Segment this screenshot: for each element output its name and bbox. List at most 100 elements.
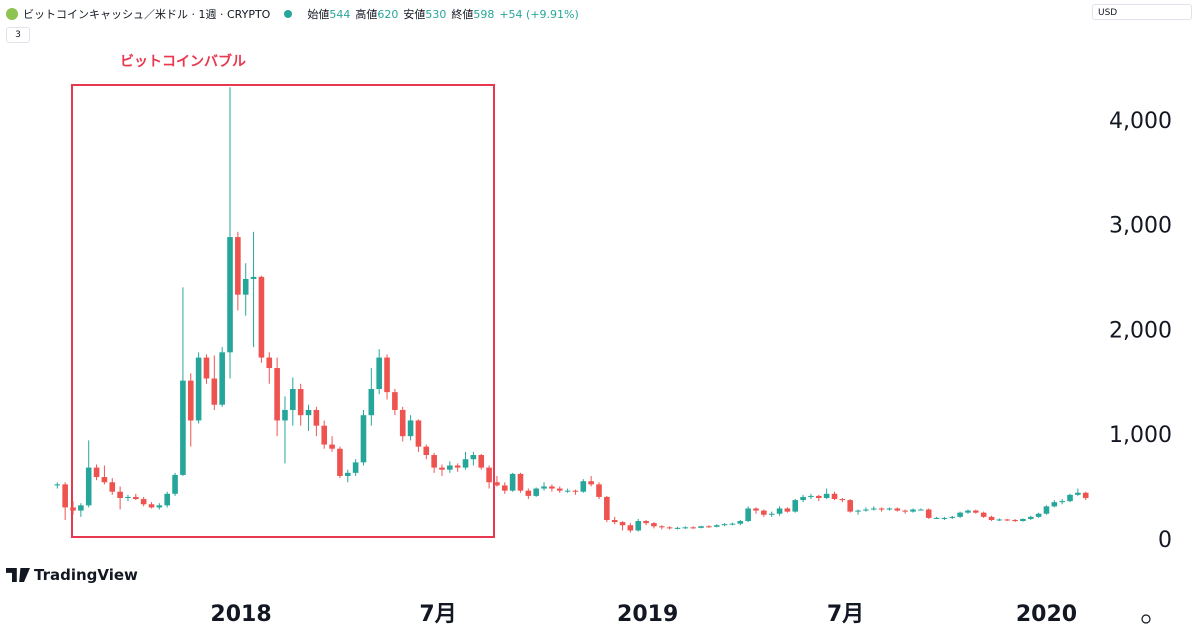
candle-body bbox=[62, 484, 68, 508]
candle-body bbox=[297, 389, 304, 416]
candle-body bbox=[258, 276, 265, 358]
candle-body bbox=[863, 509, 869, 511]
candle-body bbox=[870, 508, 877, 510]
x-tick-label: 7月 bbox=[419, 602, 456, 627]
candle-body bbox=[682, 527, 689, 529]
legend-header: ビットコインキャッシュ／米ドル · 1週 · CRYPTO 始値 544 高値 62… bbox=[6, 5, 579, 23]
candle-body bbox=[533, 488, 539, 496]
interval-button[interactable]: 3 bbox=[6, 27, 30, 43]
candle-body bbox=[399, 409, 406, 437]
y-tick-label: 4,000 bbox=[1109, 109, 1172, 134]
candle-body bbox=[572, 490, 579, 492]
candle-body bbox=[133, 496, 139, 500]
candle-body bbox=[337, 448, 343, 476]
candle-body bbox=[965, 510, 971, 513]
candle-body bbox=[1012, 519, 1018, 522]
candle-body bbox=[753, 508, 759, 511]
candle-body bbox=[180, 380, 186, 475]
logo: TradingView bbox=[6, 566, 138, 584]
candle-body bbox=[250, 276, 257, 279]
ohlc-label: 高値 bbox=[355, 8, 378, 21]
candle-body bbox=[195, 357, 202, 421]
candle-body bbox=[737, 521, 744, 524]
candle-body bbox=[627, 525, 634, 531]
ohlc-label: 安値 bbox=[403, 8, 426, 21]
candle-body bbox=[376, 357, 382, 390]
settings-icon[interactable] bbox=[1141, 614, 1151, 624]
candle-body bbox=[156, 505, 163, 508]
candle-body bbox=[93, 467, 100, 478]
candle-body bbox=[313, 409, 320, 426]
candle-body bbox=[949, 516, 956, 518]
candle-body bbox=[933, 517, 940, 519]
candle-body bbox=[407, 420, 414, 437]
candle-body bbox=[745, 508, 751, 522]
candle-body bbox=[564, 490, 571, 492]
candle-body bbox=[816, 495, 822, 498]
candle-body bbox=[54, 484, 61, 486]
candle-body bbox=[140, 499, 147, 505]
candle-body bbox=[203, 357, 210, 379]
candle-body bbox=[78, 505, 84, 511]
candle-body bbox=[556, 488, 563, 491]
candle-body bbox=[604, 496, 610, 520]
ohlc-label: 終値 bbox=[451, 8, 474, 21]
ohlc-value: 530 bbox=[425, 7, 447, 21]
candle-body bbox=[666, 527, 673, 529]
candle-body bbox=[768, 513, 775, 515]
annotation: ビットコインバブル bbox=[120, 54, 246, 70]
candle-body bbox=[431, 455, 437, 468]
x-tick-label: 2020 bbox=[1016, 602, 1077, 627]
candle-body bbox=[172, 474, 178, 494]
candle-body bbox=[509, 473, 516, 491]
candle-body bbox=[101, 477, 108, 483]
coin-icon bbox=[6, 8, 18, 20]
status-dot bbox=[284, 10, 293, 18]
candle-body bbox=[902, 510, 908, 512]
candle-body bbox=[619, 522, 626, 526]
candle-body bbox=[368, 389, 375, 416]
candle-body bbox=[525, 490, 532, 496]
candle-body bbox=[470, 455, 477, 460]
candle-body bbox=[517, 473, 524, 491]
candle-body bbox=[776, 508, 783, 514]
candle-body bbox=[706, 526, 712, 528]
candle-body bbox=[823, 493, 830, 498]
candle-body bbox=[415, 420, 422, 447]
candle-body bbox=[274, 368, 280, 421]
candle-body bbox=[541, 486, 547, 489]
candle-body bbox=[831, 493, 838, 500]
candle-body bbox=[635, 521, 642, 531]
candle-body bbox=[1059, 501, 1065, 503]
candle-body bbox=[839, 499, 846, 501]
candle-body bbox=[1043, 506, 1050, 514]
candle-body bbox=[1004, 519, 1011, 521]
candle-body bbox=[242, 278, 249, 295]
y-tick-label: 1,000 bbox=[1109, 423, 1172, 448]
candle-body bbox=[187, 380, 194, 421]
candle-body bbox=[494, 482, 500, 486]
candle-body bbox=[282, 409, 288, 421]
candle-body bbox=[980, 512, 987, 517]
y-tick-label: 3,000 bbox=[1109, 214, 1172, 239]
ohlc-value: 544 bbox=[329, 7, 351, 21]
candle-body bbox=[1051, 502, 1058, 507]
candle-body bbox=[878, 508, 885, 510]
candle-body bbox=[596, 484, 602, 497]
y-tick-label: 2,000 bbox=[1109, 318, 1172, 343]
candle-body bbox=[462, 459, 469, 468]
currency-select[interactable]: USD bbox=[1092, 4, 1192, 20]
candle-body bbox=[85, 467, 92, 506]
candle-body bbox=[164, 493, 171, 506]
candle-body bbox=[501, 485, 508, 491]
candle-body bbox=[1075, 492, 1081, 495]
candle-body bbox=[996, 519, 1003, 521]
ohlc-value: 620 bbox=[377, 7, 399, 21]
candle-body bbox=[855, 510, 861, 512]
symbol: ビットコインキャッシュ／米ドル · 1週 · CRYPTO bbox=[23, 8, 271, 21]
candle-body bbox=[344, 472, 351, 476]
candle-body bbox=[988, 516, 995, 520]
candle-body bbox=[227, 237, 233, 353]
candle-body bbox=[1027, 516, 1034, 519]
